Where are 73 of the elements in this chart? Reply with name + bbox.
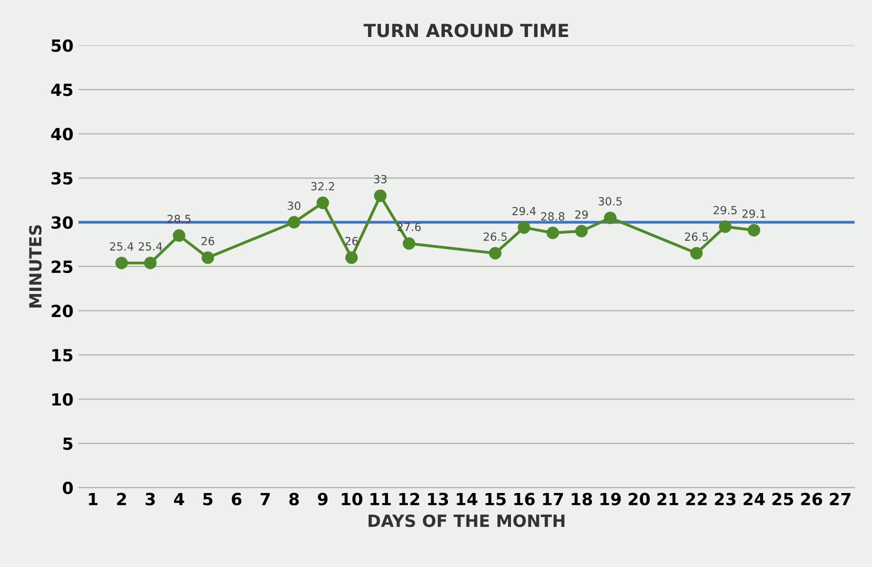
point — [518, 221, 530, 234]
x-tick-label: 1 — [88, 492, 98, 506]
x-tick-label: 13 — [428, 492, 448, 506]
y-tick-label: 35 — [52, 172, 72, 185]
point — [402, 237, 416, 250]
y-tick-label: 45 — [51, 84, 72, 96]
point — [288, 216, 300, 229]
y-tick-label: 25 — [52, 260, 72, 274]
x-tick-label: 20 — [628, 492, 650, 506]
y-tick-label: 20 — [52, 304, 73, 318]
data-label: 29.5 — [714, 206, 737, 214]
data-label: 30.5 — [598, 197, 622, 206]
point — [374, 189, 387, 202]
point — [172, 229, 186, 242]
y-tick-label: 40 — [51, 128, 73, 140]
x-tick-label: 18 — [572, 492, 592, 506]
y-tick-label: 30 — [52, 216, 73, 229]
x-tick-label: 27 — [830, 492, 850, 506]
data-label: 25.4 — [138, 242, 162, 251]
x-tick-label: 15 — [486, 492, 506, 506]
x-tick-label: 11 — [370, 492, 391, 506]
point — [718, 220, 732, 233]
x-tick-label: 21 — [657, 492, 678, 506]
point — [748, 224, 760, 236]
x-tick-label: 22 — [686, 492, 707, 506]
data-label: 29 — [575, 210, 588, 219]
x-tick-label: 16 — [514, 492, 535, 506]
data-label: 29.4 — [512, 206, 536, 216]
x-tick-label: 24 — [744, 492, 765, 506]
x-tick-label: 25 — [772, 492, 794, 506]
x-tick-label: 12 — [399, 492, 420, 506]
x-tick-label: 2 — [117, 492, 126, 506]
point — [690, 246, 703, 260]
point — [115, 256, 128, 270]
x-tick-label: 17 — [543, 492, 564, 506]
data-label: 26.5 — [484, 232, 507, 241]
x-tick-label: 14 — [456, 492, 478, 506]
y-tick-label: 0 — [62, 482, 73, 494]
data-label: 25.4 — [110, 242, 134, 251]
y-tick-label: 10 — [52, 393, 73, 406]
x-tick-label: 10 — [342, 492, 362, 506]
x-tick-label: 23 — [714, 492, 736, 506]
x-tick-label: 9 — [318, 492, 328, 506]
x-tick-label: 7 — [260, 492, 270, 506]
x-tick-label: 19 — [600, 492, 621, 506]
data-label: 32.2 — [311, 182, 334, 190]
data-label: 30 — [288, 202, 300, 210]
x-tick-label: 4 — [174, 492, 184, 506]
y-tick-label: 50 — [52, 39, 73, 52]
x-tick-label: 26 — [801, 492, 822, 506]
x-tick-label: 6 — [232, 492, 242, 506]
chart-title: TURN AROUND TIME — [364, 24, 568, 38]
x-tick-label: 8 — [289, 492, 299, 506]
point — [316, 196, 330, 210]
data-label: 33 — [374, 174, 386, 184]
data-label: 26 — [345, 236, 358, 246]
x-tick-label: 5 — [203, 492, 212, 506]
data-label: 28.8 — [541, 212, 564, 221]
y-tick-label: 15 — [52, 349, 72, 362]
x-tick-label: 3 — [146, 492, 155, 506]
point — [345, 251, 358, 264]
x-axis-title: DAYS OF THE MONTH — [368, 514, 564, 528]
point — [575, 224, 588, 238]
point — [144, 256, 157, 270]
point — [546, 226, 559, 240]
data-label: 26 — [202, 236, 214, 246]
point — [202, 251, 214, 264]
y-axis-title: MINUTES — [29, 225, 42, 308]
y-tick-label: 5 — [63, 438, 72, 450]
data-label: 26.5 — [684, 232, 708, 241]
point — [604, 212, 616, 224]
point — [489, 246, 502, 260]
data-label: 29.1 — [742, 209, 766, 218]
